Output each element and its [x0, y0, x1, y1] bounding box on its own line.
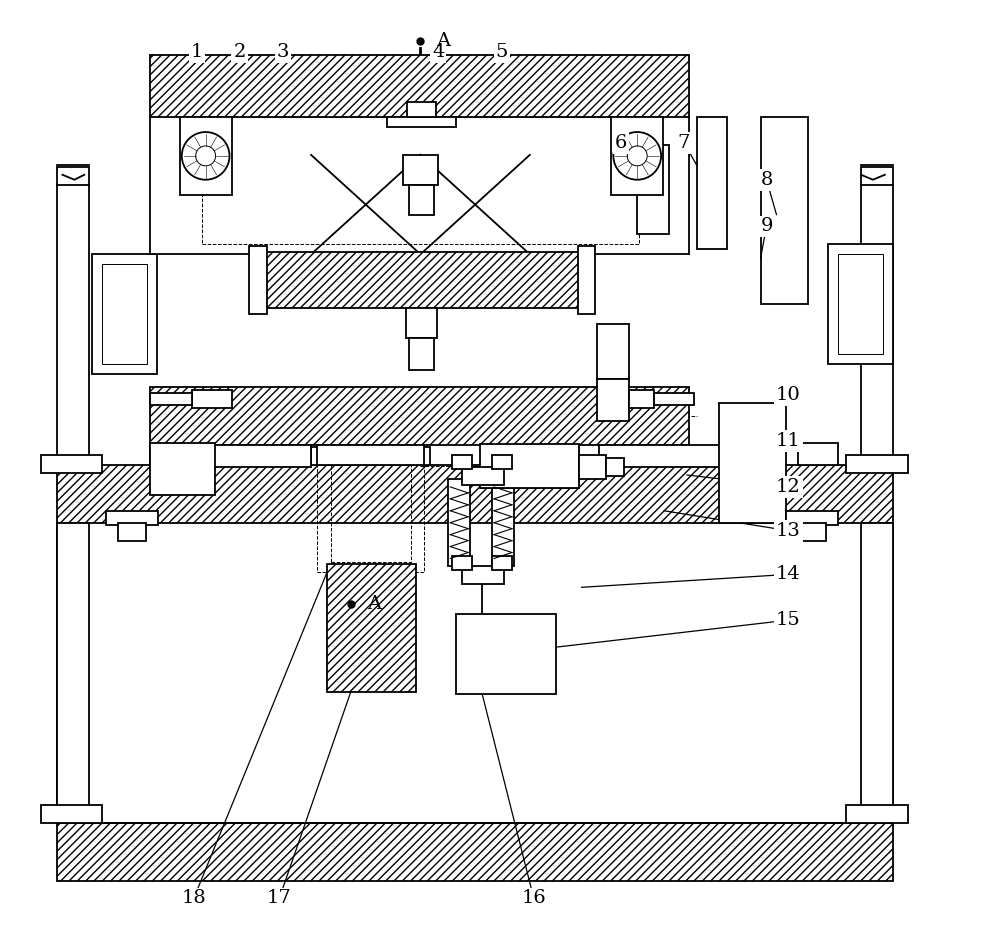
Bar [798, 443, 838, 465]
Bar [502, 444, 513, 488]
Bar [92, 255, 157, 373]
Bar [846, 455, 908, 473]
Bar [409, 338, 434, 370]
Bar [611, 117, 663, 194]
Bar [406, 308, 437, 338]
Bar [57, 167, 89, 465]
Bar [106, 511, 158, 524]
Text: A: A [436, 31, 450, 50]
Text: 3: 3 [277, 43, 289, 61]
Bar [150, 117, 689, 255]
Bar [861, 522, 893, 823]
Bar [568, 444, 579, 488]
Bar [202, 117, 639, 244]
Text: 13: 13 [776, 521, 801, 539]
Bar [578, 246, 595, 314]
Bar [331, 465, 411, 562]
Text: 11: 11 [776, 432, 801, 450]
Bar [57, 465, 893, 522]
Bar [317, 445, 424, 465]
Text: 15: 15 [776, 611, 801, 629]
Bar [492, 455, 512, 469]
Text: 17: 17 [267, 889, 292, 907]
Bar [102, 264, 147, 364]
Bar [311, 447, 430, 465]
Bar [150, 388, 689, 445]
Bar [456, 614, 556, 694]
Text: 14: 14 [776, 566, 801, 584]
Bar [798, 522, 826, 540]
Text: 8: 8 [760, 171, 773, 189]
Bar [838, 255, 883, 354]
Text: 9: 9 [760, 218, 773, 236]
Bar [513, 444, 524, 488]
Bar [41, 455, 102, 473]
Bar [317, 465, 424, 572]
Text: A: A [367, 595, 381, 613]
Bar [492, 556, 512, 571]
Bar [57, 823, 893, 881]
Bar [654, 393, 694, 405]
Bar [546, 444, 557, 488]
Bar [637, 145, 669, 235]
Bar [599, 445, 764, 467]
Text: 12: 12 [776, 478, 801, 496]
Bar [452, 455, 472, 469]
Bar [150, 56, 689, 117]
Bar [327, 565, 416, 692]
Bar [180, 117, 232, 194]
Bar [846, 805, 908, 823]
Bar [719, 404, 786, 522]
Text: 10: 10 [776, 387, 801, 405]
Text: 5: 5 [496, 43, 508, 61]
Bar [492, 479, 514, 567]
Text: 4: 4 [432, 43, 445, 61]
Bar [697, 117, 727, 249]
Bar [480, 444, 579, 488]
Text: 2: 2 [233, 43, 246, 61]
Bar [579, 455, 606, 479]
Bar [557, 444, 568, 488]
Bar [629, 390, 654, 408]
Text: 18: 18 [181, 889, 206, 907]
Bar [249, 246, 267, 314]
Bar [118, 522, 146, 540]
Bar [263, 253, 582, 308]
Bar [150, 445, 311, 467]
Bar [409, 185, 434, 214]
Bar [786, 511, 838, 524]
Bar [448, 479, 470, 567]
Text: 6: 6 [615, 134, 628, 152]
Bar [828, 244, 893, 364]
Text: 7: 7 [678, 134, 690, 152]
Bar [192, 390, 232, 408]
Bar [41, 805, 102, 823]
Bar [57, 522, 893, 823]
Bar [491, 444, 502, 488]
Bar [524, 444, 535, 488]
Bar [57, 522, 89, 823]
Bar [535, 444, 546, 488]
Bar [407, 102, 436, 117]
Bar [387, 117, 456, 127]
Bar [606, 458, 624, 476]
Bar [861, 167, 893, 465]
Bar [597, 378, 629, 422]
Bar [452, 556, 472, 571]
Bar [761, 117, 808, 304]
Bar [462, 567, 504, 585]
Bar [597, 323, 629, 378]
Text: 1: 1 [191, 43, 203, 61]
Bar [150, 443, 215, 495]
Bar [462, 467, 504, 485]
Bar [150, 393, 192, 405]
Text: 16: 16 [521, 889, 546, 907]
Bar [403, 155, 438, 185]
Bar [480, 444, 491, 488]
